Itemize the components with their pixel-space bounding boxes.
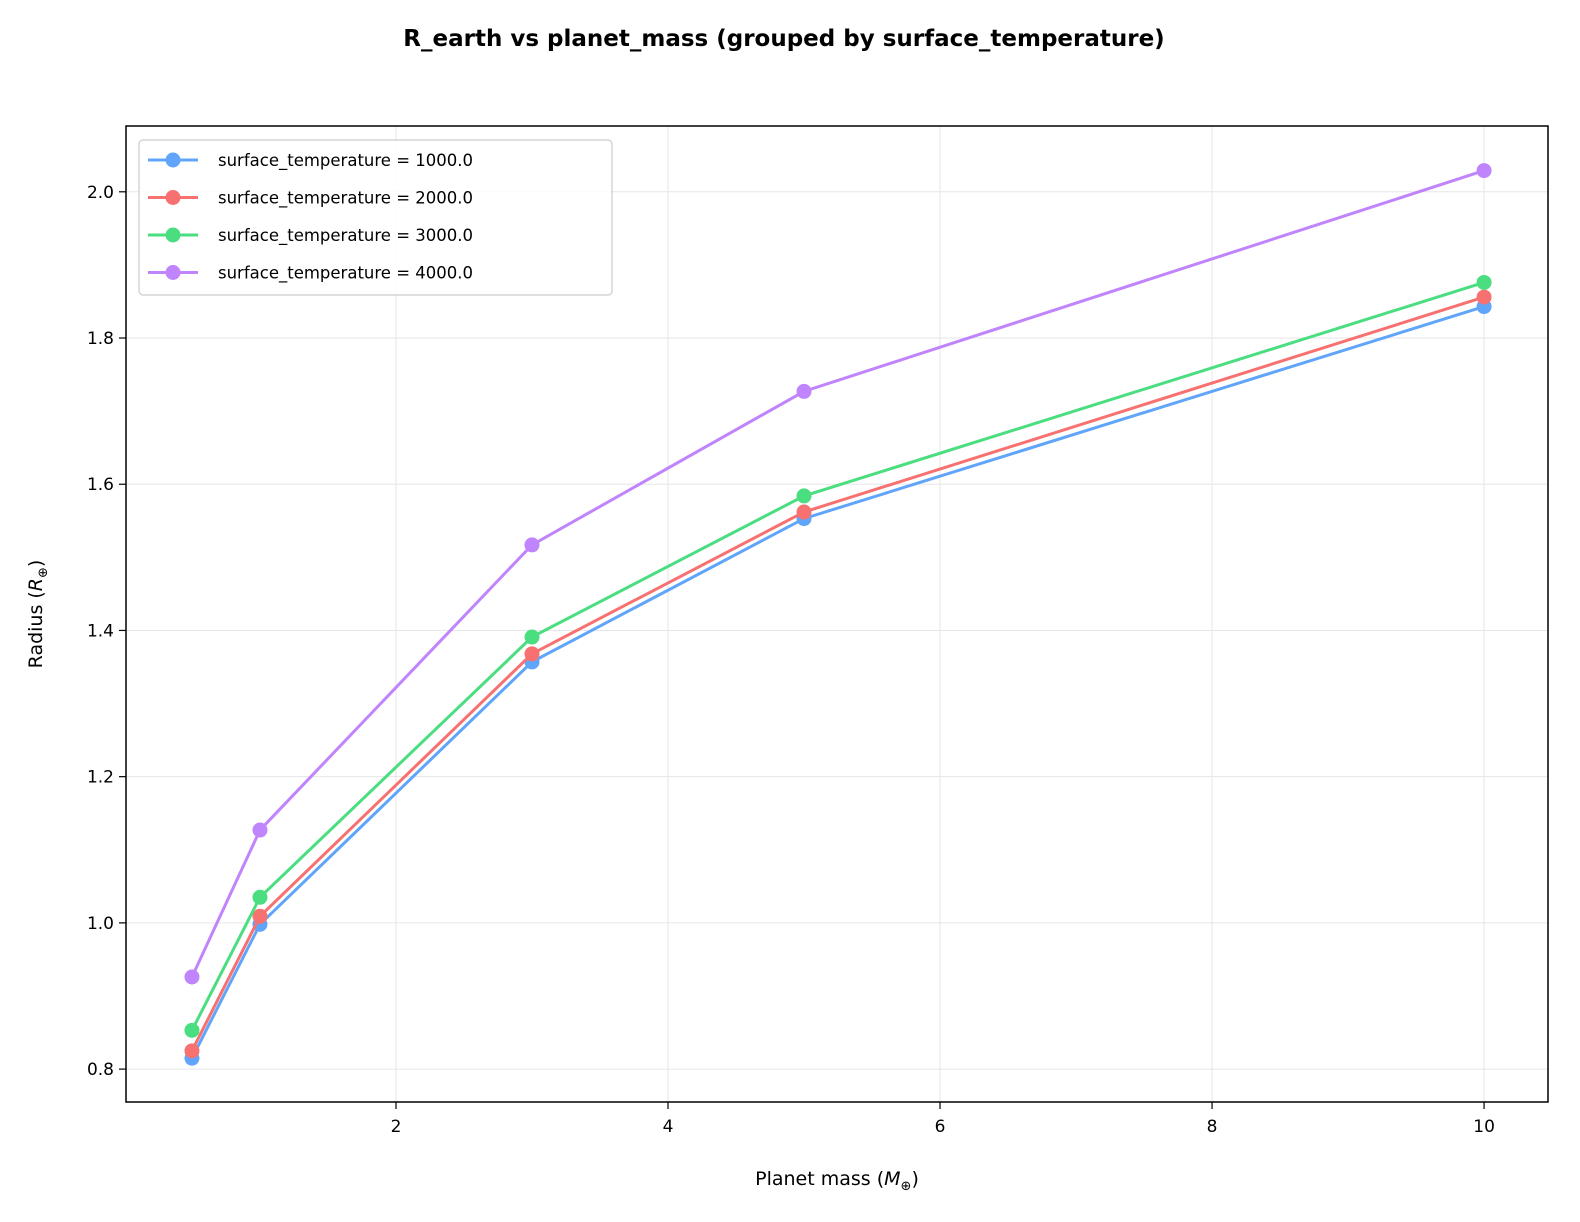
y-tick-label: 1.2 [87,768,114,788]
legend-marker [165,227,181,243]
legend-label: surface_temperature = 4000.0 [218,264,473,284]
legend: surface_temperature = 1000.0 surface_temp… [138,139,613,296]
y-axis-label: Radius (R⊕) [25,560,51,669]
x-tick-label: 8 [1207,1117,1218,1137]
legend-marker [165,152,181,168]
y-tick-label: 1.8 [87,329,114,349]
data-point [252,889,268,905]
y-tick-label: 1.0 [87,914,114,934]
data-point [1476,163,1492,179]
series-line [190,281,1485,1032]
data-point [524,646,540,662]
x-tick-label: 6 [935,1117,946,1137]
data-point [796,504,812,520]
legend-marker [165,190,181,205]
data-point [252,908,268,924]
data-point [252,822,268,838]
data-point [524,537,540,553]
y-tick-label: 2.0 [87,183,114,203]
ticks: 2 4 6 8 10 0.8 1.0 1.2 1.4 1.6 1.8 2.0 [87,183,1495,1137]
chart-title: R_earth vs planet_mass (grouped by surfa… [403,26,1164,52]
series-layer [184,163,1492,1066]
y-tick-label: 0.8 [87,1060,114,1080]
data-point [184,1043,200,1059]
data-point [524,629,540,645]
plot-frame [125,125,1549,1103]
legend-label: surface_temperature = 3000.0 [218,226,473,246]
data-point [796,488,812,504]
data-point [796,383,812,399]
x-axis-label: Planet mass (M⊕) [755,1168,919,1194]
legend-label: surface_temperature = 2000.0 [218,189,473,209]
x-tick-label: 10 [1473,1117,1495,1137]
x-tick-label: 2 [391,1117,402,1137]
data-point [1476,274,1492,290]
data-point [184,1022,200,1038]
x-tick-label: 4 [663,1117,674,1137]
y-tick-label: 1.4 [87,621,114,641]
legend-box [138,139,613,296]
data-point [1476,289,1492,305]
y-tick-label: 1.6 [87,475,114,495]
series-line [190,295,1485,1052]
data-point [184,969,200,985]
series-line [190,305,1485,1059]
legend-label: surface_temperature = 1000.0 [218,151,473,171]
legend-marker [165,265,181,280]
